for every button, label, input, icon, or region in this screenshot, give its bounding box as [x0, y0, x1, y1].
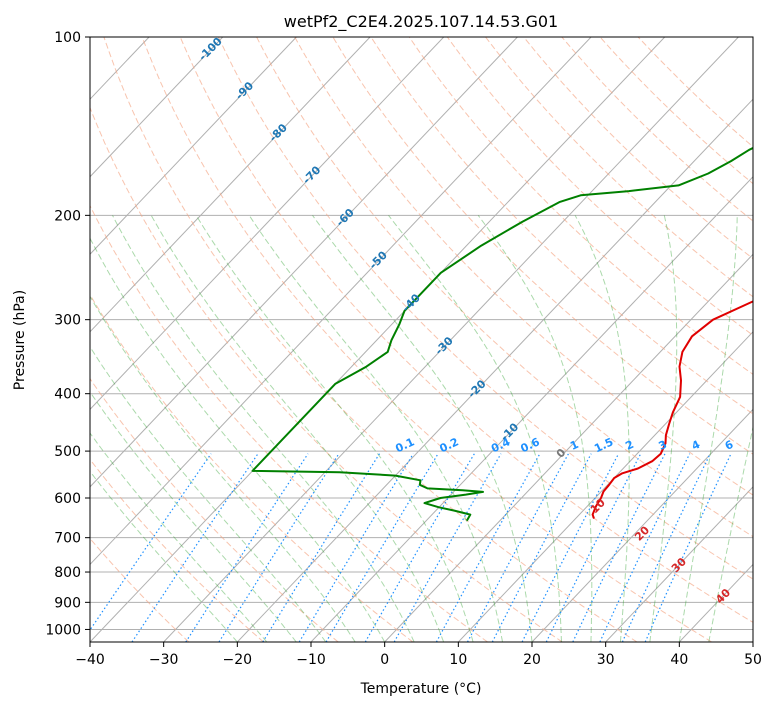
x-tick-label: 0	[380, 652, 389, 668]
y-tick-label: 400	[54, 387, 81, 403]
x-tick-label: 10	[449, 652, 467, 668]
y-tick-label: 200	[54, 208, 81, 224]
y-tick-label: 1000	[45, 622, 81, 638]
x-tick-label: −40	[75, 652, 105, 668]
x-tick-label: 30	[597, 652, 615, 668]
x-tick-label: −30	[149, 652, 179, 668]
y-tick-label: 600	[54, 491, 81, 507]
x-tick-label: 40	[670, 652, 688, 668]
chart-title: wetPf2_C2E4.2025.107.14.53.G01	[284, 12, 558, 32]
y-tick-label: 900	[54, 595, 81, 611]
x-tick-label: −20	[223, 652, 253, 668]
x-axis-title: Temperature (°C)	[360, 681, 482, 697]
plot-background	[90, 37, 753, 642]
y-tick-label: 300	[54, 313, 81, 329]
x-tick-label: 20	[523, 652, 541, 668]
y-tick-label: 100	[54, 30, 81, 46]
x-tick-label: −10	[296, 652, 326, 668]
y-tick-label: 800	[54, 565, 81, 581]
y-tick-label: 500	[54, 444, 81, 460]
y-tick-label: 700	[54, 531, 81, 547]
y-axis-title: Pressure (hPa)	[12, 290, 28, 390]
x-tick-label: 50	[744, 652, 762, 668]
